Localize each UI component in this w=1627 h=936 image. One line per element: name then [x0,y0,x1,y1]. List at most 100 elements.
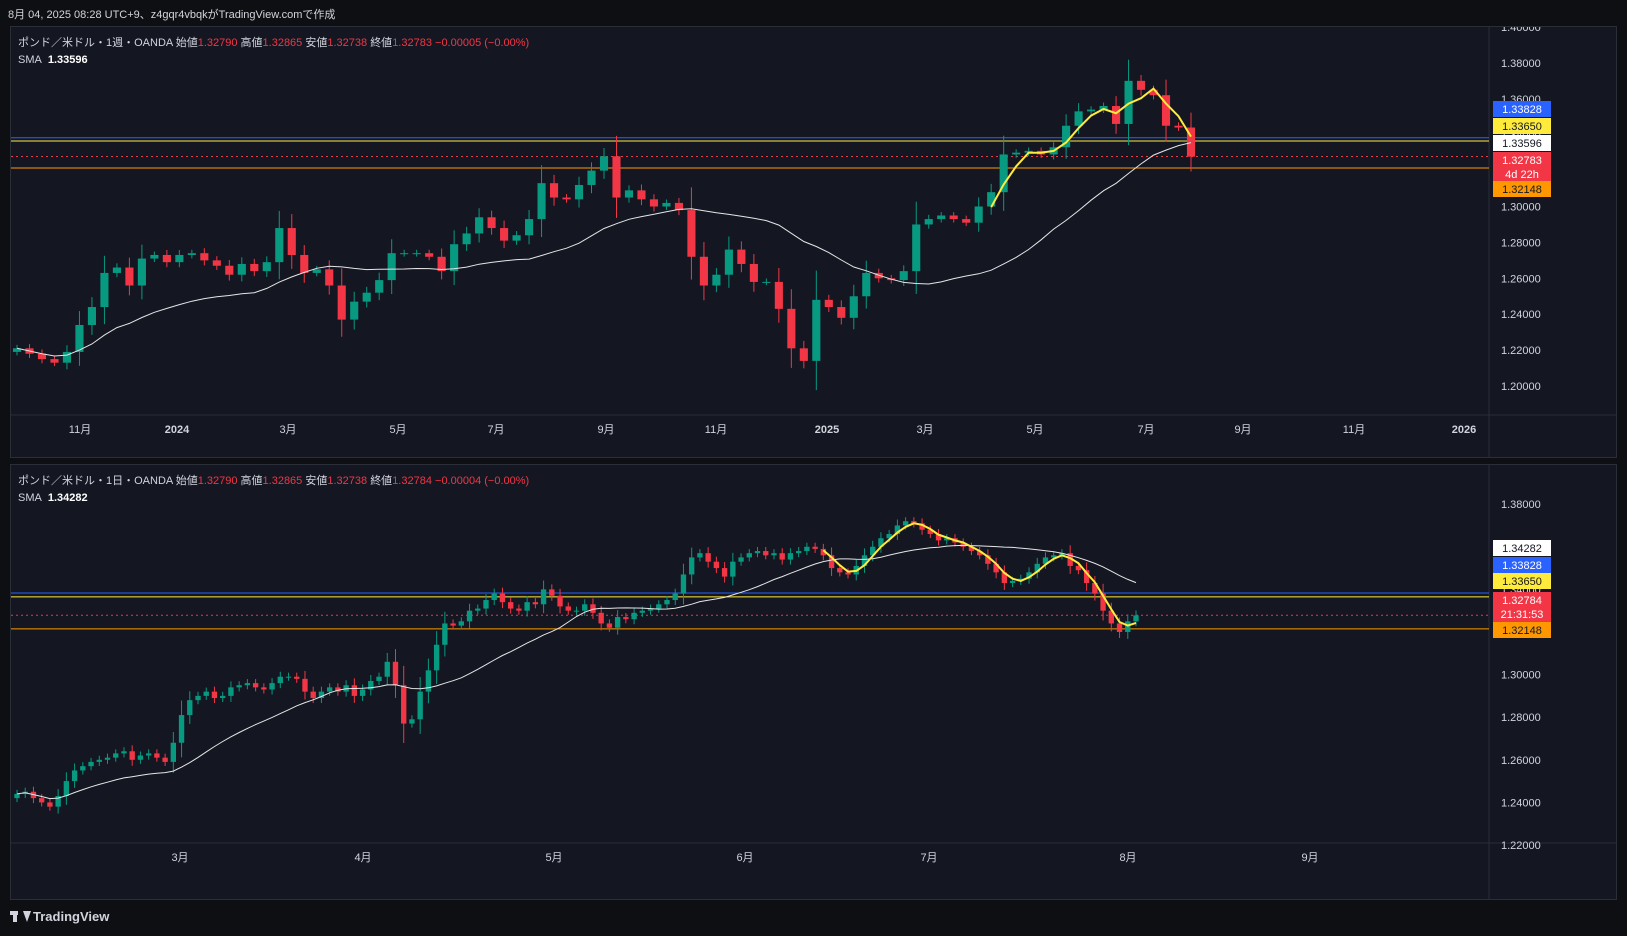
candle-body [587,170,596,185]
weekly-symbol[interactable]: ポンド／米ドル・1週・OANDA [18,37,173,49]
candle-body [612,156,621,198]
candle-body [1001,572,1008,583]
time-axis-label: 5月 [389,424,406,436]
candle-body [310,691,316,699]
tradingview-brand: TradingView [33,909,110,924]
candle-body [582,604,588,611]
candle-body [125,267,134,286]
candle-body [962,219,971,223]
candle-body [862,272,871,297]
daily-sma-value: 1.34282 [47,492,88,504]
candle-body [412,253,421,255]
candle-body [508,602,514,609]
candle-body [203,691,209,696]
candle-body [269,683,275,690]
time-axis-label: 8月 [1119,852,1136,864]
candle-body [1133,615,1139,622]
candle-body [987,192,996,207]
price-tag [1493,573,1551,589]
candle-body [1136,80,1146,90]
candle-body [787,553,794,560]
candle-body [911,521,917,524]
candle-body [754,551,761,554]
candle-body [39,798,45,803]
candle-body [14,793,20,799]
time-axis-label: 4月 [354,852,371,864]
candle-body [250,263,259,272]
candle-body [598,612,604,624]
price-tag-label: 21:31:53 [1501,609,1544,621]
price-tag-label: 1.33650 [1502,576,1542,588]
candle-body [870,546,876,556]
candle-body [252,683,259,688]
candle-body [75,324,84,352]
weekly-candlestick-chart[interactable]: 1.400001.380001.360001.340001.320001.300… [11,27,1617,458]
time-axis-label: 3月 [171,852,188,864]
candle-body [362,292,371,302]
candle-body [512,235,521,241]
candle-body [277,676,283,684]
candle-body [244,683,251,686]
price-tag [1493,181,1551,197]
candle-body [113,753,119,758]
candle-body [849,296,858,318]
candle-body [713,561,720,569]
candle-body [228,687,234,696]
candle-body [187,253,196,255]
daily-symbol[interactable]: ポンド／米ドル・1日・OANDA [18,475,173,487]
candle-body [985,555,991,564]
candle-body [417,691,423,720]
candle-body [220,695,226,699]
candle-body [968,546,975,552]
daily-sma-label[interactable]: SMA [18,492,42,504]
price-axis-label: 1.38000 [1501,499,1541,511]
candle-body [749,263,758,282]
candle-body [1087,109,1096,112]
chart-created-info: 8月 04, 2025 08:28 UTC+9、z4gqr4vbqkがTradi… [8,9,336,21]
candle-body [631,612,637,620]
weekly-close: 1.32783 [392,37,432,49]
time-axis-label: 11月 [705,424,727,436]
candle-body [150,254,159,259]
candle-body [774,281,783,309]
price-axis-label: 1.26000 [1501,755,1541,767]
candle-body [779,553,785,560]
time-axis-label: 5月 [545,852,562,864]
candle-body [300,254,309,273]
candle-body [1108,610,1114,624]
time-axis-label: 5月 [1026,424,1043,436]
weekly-sma-label[interactable]: SMA [18,54,42,66]
price-axis-label: 1.24000 [1501,797,1541,809]
price-tag [1493,606,1551,622]
candle-body [87,307,96,325]
weekly-low: 1.32738 [327,37,368,49]
candle-body [1112,105,1121,124]
daily-legend: ポンド／米ドル・1日・OANDA 始値1.32790 高値1.32865 安値1… [18,473,529,507]
price-tag-label: 4d 22h [1505,169,1539,181]
candle-body [384,661,390,677]
price-axis-label: 1.38000 [1501,58,1541,70]
weekly-high-label: 高値 [240,37,263,49]
candle-body [450,244,459,272]
candle-body [689,557,695,575]
time-axis-label: 9月 [1301,852,1318,864]
candle-body [55,796,61,807]
daily-chart-pane[interactable]: ポンド／米ドル・1日・OANDA 始値1.32790 高値1.32865 安値1… [10,464,1617,900]
candle-body [1174,125,1183,128]
candle-body [37,353,47,360]
candle-body [1149,89,1158,96]
daily-candlestick-chart[interactable]: 1.380001.360001.340001.320001.300001.280… [11,465,1617,900]
weekly-chart-pane[interactable]: ポンド／米ドル・1週・OANDA 始値1.32790 高値1.32865 安値1… [10,26,1617,458]
weekly-open-label: 始値 [175,37,198,49]
candle-body [104,757,111,760]
candle-body [912,224,921,272]
daily-open-label: 始値 [175,475,198,487]
price-tag-label: 1.32148 [1502,184,1542,196]
candle-body [458,621,464,626]
candle-body [623,617,629,620]
price-tag-label: 1.33828 [1502,560,1542,572]
tradingview-footer[interactable]: TradingView [10,909,109,924]
candle-body [154,753,160,758]
candle-body [902,521,909,526]
candle-body [697,553,703,558]
